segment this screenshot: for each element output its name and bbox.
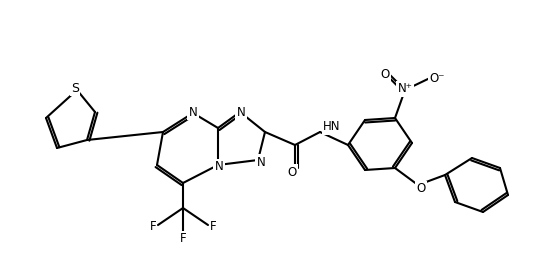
Text: F: F bbox=[210, 219, 216, 232]
Text: O: O bbox=[416, 182, 426, 195]
Text: O: O bbox=[287, 166, 296, 179]
Text: F: F bbox=[180, 232, 186, 245]
Text: N: N bbox=[189, 105, 197, 118]
Text: S: S bbox=[71, 81, 79, 94]
Text: N: N bbox=[215, 161, 223, 174]
Text: N⁺: N⁺ bbox=[398, 83, 413, 95]
Text: O: O bbox=[380, 68, 390, 81]
Text: F: F bbox=[150, 219, 157, 232]
Text: N: N bbox=[237, 105, 245, 118]
Text: N: N bbox=[257, 155, 265, 169]
Text: O⁻: O⁻ bbox=[429, 71, 445, 84]
Text: HN: HN bbox=[323, 121, 341, 134]
